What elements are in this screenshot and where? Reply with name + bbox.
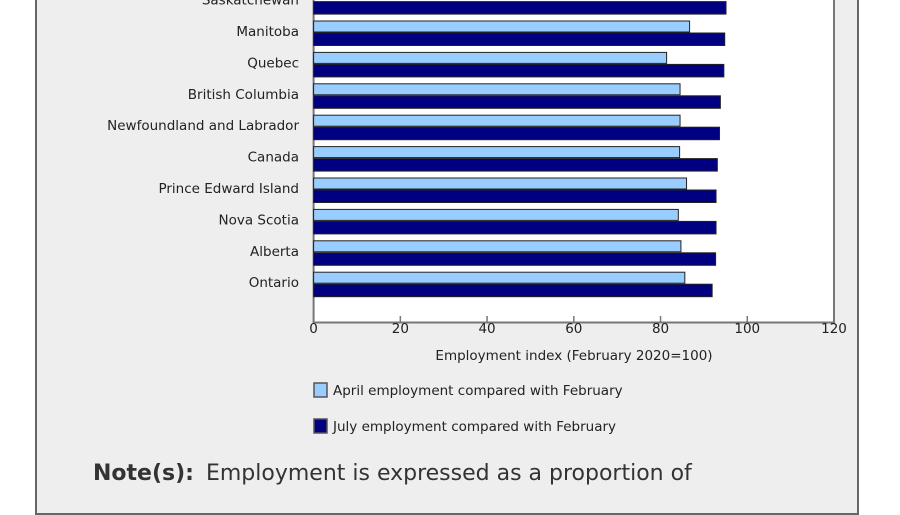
- bar-april: [313, 51, 668, 64]
- bar-april: [313, 177, 688, 190]
- legend-swatch-april: [313, 382, 328, 398]
- category-label: Manitoba: [236, 24, 299, 40]
- note-text: Employment is expressed as a proportion …: [205, 461, 692, 486]
- bar-july: [313, 95, 721, 109]
- x-tick-label: 60: [565, 321, 582, 337]
- bar-april: [313, 271, 686, 284]
- category-label: Newfoundland and Labrador: [107, 118, 299, 134]
- bar-july: [313, 283, 713, 298]
- bar-july: [313, 158, 718, 172]
- bar-july: [313, 32, 726, 46]
- bar-april: [313, 20, 691, 33]
- x-tick-label: 100: [734, 321, 760, 337]
- bar-july: [313, 220, 717, 235]
- x-tick-label: 0: [309, 321, 318, 337]
- x-tick-label: 40: [478, 321, 495, 337]
- bar-april: [313, 208, 679, 221]
- category-label: British Columbia: [188, 87, 299, 103]
- bar-april: [313, 83, 681, 96]
- bar-april: [313, 146, 681, 159]
- x-tick-label: 120: [821, 321, 847, 337]
- category-label: Saskatchewan: [202, 0, 299, 9]
- note-label: Note(s):: [93, 461, 194, 486]
- note: Note(s): Employment is expressed as a pro…: [93, 461, 692, 486]
- category-label: Quebec: [247, 55, 299, 71]
- legend-swatch-july: [313, 418, 328, 434]
- category-label: Alberta: [250, 244, 299, 260]
- bar-april: [313, 114, 681, 127]
- category-label: Prince Edward Island: [158, 181, 299, 197]
- bar-july: [313, 189, 717, 203]
- bar-july: [313, 63, 725, 78]
- bar-july: [313, 1, 727, 15]
- x-axis-title: Employment index (February 2020=100): [435, 348, 712, 364]
- legend-label-july: July employment compared with February: [332, 419, 616, 435]
- x-tick-label: 20: [392, 321, 409, 337]
- category-label: Ontario: [249, 275, 299, 291]
- x-tick-label: 80: [652, 321, 669, 337]
- bar-july: [313, 126, 721, 141]
- category-label: Nova Scotia: [219, 212, 299, 228]
- legend-label-april: April employment compared with February: [333, 383, 623, 399]
- category-label: Canada: [248, 150, 299, 166]
- bar-july: [313, 252, 717, 266]
- bar-april: [313, 240, 682, 253]
- bar-chart: Saskatchewan Manitoba Quebec British Columb…: [107, 0, 847, 435]
